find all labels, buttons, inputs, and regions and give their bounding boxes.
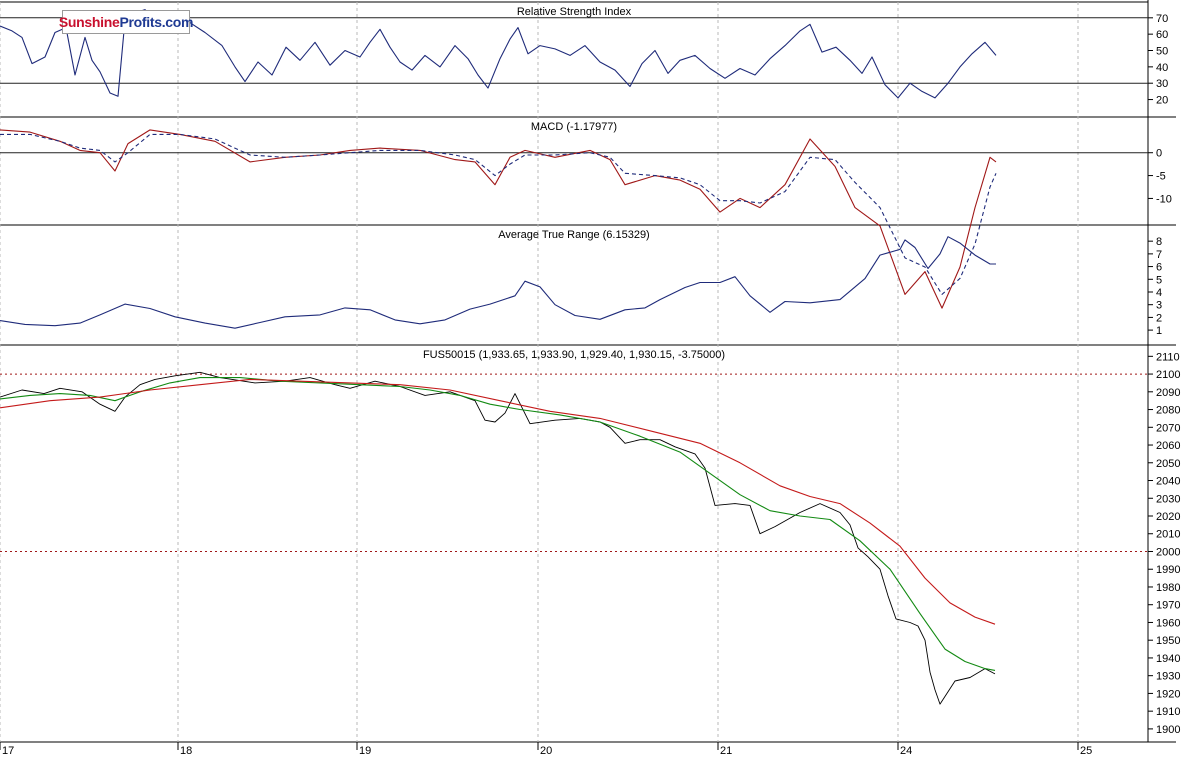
series-line-3-1	[0, 377, 996, 671]
y-tick-label-3-10: 2010	[1156, 529, 1180, 541]
panel-title-0: Relative Strength Index	[517, 6, 632, 18]
y-tick-label-3-20: 1910	[1156, 706, 1180, 718]
y-tick-label-2-1: 7	[1156, 249, 1162, 261]
y-tick-label-0-3: 40	[1156, 62, 1168, 74]
y-tick-label-3-15: 1960	[1156, 617, 1180, 629]
x-tick-label-4: 21	[720, 745, 732, 757]
y-tick-label-3-7: 2040	[1156, 476, 1180, 488]
y-tick-label-3-11: 2000	[1156, 546, 1180, 558]
x-tick-label-0: 17	[2, 745, 14, 757]
y-tick-label-3-14: 1970	[1156, 600, 1180, 612]
x-tick-label-2: 19	[359, 745, 371, 757]
panel-title-1: MACD (-1.17977)	[531, 121, 617, 133]
brand-logo-part1: Sunshine	[58, 14, 120, 30]
y-tick-label-2-4: 4	[1156, 287, 1162, 299]
y-tick-label-3-17: 1940	[1156, 653, 1180, 665]
y-tick-label-1-1: -5	[1156, 171, 1166, 183]
panel-title-3: FUS50015 (1,933.65, 1,933.90, 1,929.40, …	[423, 349, 725, 361]
y-tick-label-1-0: 0	[1156, 148, 1162, 160]
y-tick-label-3-16: 1950	[1156, 635, 1180, 647]
y-tick-label-2-7: 1	[1156, 325, 1162, 337]
y-tick-label-3-5: 2060	[1156, 440, 1180, 452]
brand-logo-part2: Profits.com	[119, 14, 194, 30]
y-tick-label-3-8: 2030	[1156, 493, 1180, 505]
x-tick-label-6: 25	[1080, 745, 1092, 757]
series-line-1-0	[0, 129, 997, 309]
series-line-3-0	[0, 371, 996, 705]
x-tick-label-3: 20	[540, 745, 552, 757]
series-line-3-2	[0, 378, 996, 625]
y-tick-label-3-3: 2080	[1156, 405, 1180, 417]
y-tick-label-3-4: 2070	[1156, 422, 1180, 434]
y-tick-label-1-2: -10	[1156, 193, 1172, 205]
y-tick-label-0-1: 60	[1156, 29, 1168, 41]
y-tick-label-3-6: 2050	[1156, 458, 1180, 470]
y-tick-label-3-21: 1900	[1156, 724, 1180, 736]
y-tick-label-3-0: 2110	[1156, 351, 1180, 363]
y-tick-label-2-3: 5	[1156, 274, 1162, 286]
series-line-1-1	[0, 133, 997, 295]
y-tick-label-2-6: 2	[1156, 312, 1162, 324]
y-tick-label-0-5: 20	[1156, 95, 1168, 107]
y-tick-label-3-9: 2020	[1156, 511, 1180, 523]
y-tick-label-3-13: 1980	[1156, 582, 1180, 594]
x-tick-label-5: 24	[900, 745, 912, 757]
y-tick-label-3-1: 2100	[1156, 369, 1180, 381]
y-tick-label-2-2: 6	[1156, 262, 1162, 274]
y-tick-label-0-0: 70	[1156, 13, 1168, 25]
y-tick-label-3-19: 1920	[1156, 688, 1180, 700]
y-tick-label-3-2: 2090	[1156, 387, 1180, 399]
series-line-2-0	[0, 236, 996, 329]
y-tick-label-3-18: 1930	[1156, 671, 1180, 683]
y-tick-label-0-4: 30	[1156, 78, 1168, 90]
y-tick-label-0-2: 50	[1156, 46, 1168, 58]
x-tick-label-1: 18	[180, 745, 192, 757]
y-tick-label-2-5: 3	[1156, 300, 1162, 312]
brand-logo: Sunshine Profits.com	[58, 10, 194, 34]
panel-title-2: Average True Range (6.15329)	[498, 229, 649, 241]
y-tick-label-2-0: 8	[1156, 236, 1162, 248]
y-tick-label-3-12: 1990	[1156, 564, 1180, 576]
